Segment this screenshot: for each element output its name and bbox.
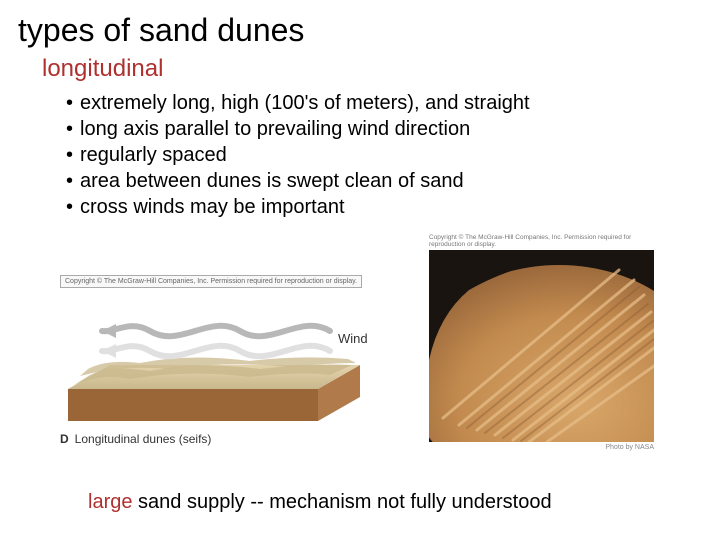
- bullet-text: long axis parallel to prevailing wind di…: [80, 118, 470, 140]
- bullet-list: •extremely long, high (100's of meters),…: [0, 89, 720, 221]
- aerial-dune-photo: [429, 250, 654, 442]
- wind-arrows-icon: [102, 324, 330, 358]
- caption-letter: D: [60, 432, 69, 446]
- photo-credit: Photo by NASA: [429, 444, 654, 451]
- bullet-text: extremely long, high (100's of meters), …: [80, 92, 530, 114]
- diagram-caption: D Longitudinal dunes (seifs): [60, 426, 390, 446]
- caption-text: Longitudinal dunes (seifs): [75, 432, 212, 446]
- list-item: •long axis parallel to prevailing wind d…: [66, 117, 720, 143]
- list-item: •regularly spaced: [66, 143, 720, 169]
- list-item: •area between dunes is swept clean of sa…: [66, 169, 720, 195]
- photo-copyright: Copyright © The McGraw-Hill Companies, I…: [429, 234, 654, 248]
- bullet-text: area between dunes is swept clean of san…: [80, 170, 464, 192]
- page-title: types of sand dunes: [0, 0, 720, 53]
- list-item: •extremely long, high (100's of meters),…: [66, 91, 720, 117]
- figure-area: Copyright © The McGraw-Hill Companies, I…: [60, 260, 660, 460]
- bullet-text: regularly spaced: [80, 144, 227, 166]
- bullet-text: cross winds may be important: [80, 196, 345, 218]
- bottom-note-em: large: [88, 491, 132, 513]
- wind-label: Wind: [338, 331, 368, 346]
- subtitle: longitudinal: [0, 53, 720, 89]
- list-item: •cross winds may be important: [66, 195, 720, 221]
- diagram-copyright: Copyright © The McGraw-Hill Companies, I…: [60, 275, 362, 288]
- diagram-block: Wind: [60, 291, 370, 426]
- longitudinal-dune-diagram: Copyright © The McGraw-Hill Companies, I…: [60, 270, 390, 460]
- bottom-note: large sand supply -- mechanism not fully…: [88, 491, 552, 514]
- block-front: [68, 389, 318, 421]
- bottom-note-rest: sand supply -- mechanism not fully under…: [132, 491, 551, 513]
- aerial-photo-wrap: Copyright © The McGraw-Hill Companies, I…: [429, 234, 654, 451]
